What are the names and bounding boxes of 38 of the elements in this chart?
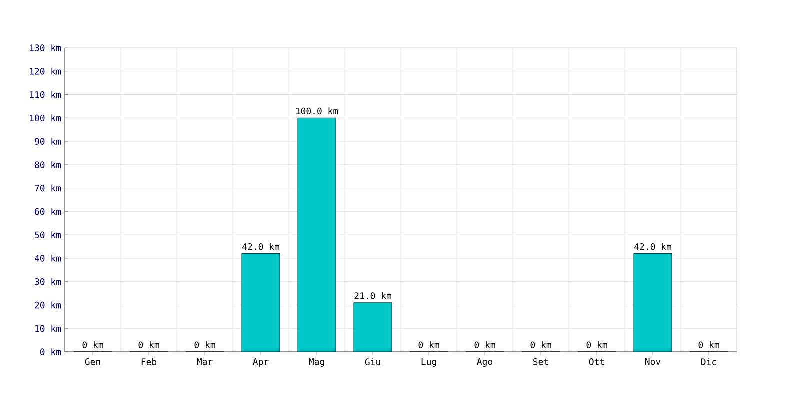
x-tick-label: Set (534, 358, 548, 366)
data-label: 100.0 km (296, 108, 338, 115)
x-tick-label: Lug (422, 358, 436, 367)
x-tick-label: Mar (197, 358, 213, 366)
x-tick-label: Ott (589, 358, 604, 366)
data-label: 21.0 km (354, 292, 392, 300)
x-tick-label: Apr (253, 358, 269, 367)
x-tick-label: Gen (85, 358, 100, 366)
x-tick-label: Feb (142, 358, 157, 366)
y-tick-label: 20 km (35, 302, 62, 309)
y-tick-label: 40 km (34, 254, 62, 262)
y-tick-label: 30 km (35, 278, 62, 286)
data-label: 0 km (698, 342, 720, 348)
y-tick-label: 130 km (30, 44, 62, 52)
data-label: 0 km (418, 342, 440, 348)
y-tick-label: 120 km (30, 68, 62, 75)
data-label: 0 km (474, 342, 496, 348)
y-tick-label: 80 km (35, 161, 62, 168)
y-tick-label: 10 km (36, 325, 62, 332)
data-label: 42.0 km (242, 243, 280, 250)
x-tick-label: Nov (646, 358, 661, 366)
data-label: 0 km (530, 342, 552, 348)
y-tick-label: 70 km (35, 184, 62, 192)
y-tick-label: 100 km (30, 114, 62, 122)
data-label: 0 km (586, 342, 608, 348)
y-tick-label: 110 km (30, 91, 62, 98)
data-label: 0 km (82, 342, 104, 348)
data-label: 0 km (138, 342, 160, 348)
data-label: 0 km (194, 342, 216, 348)
y-tick-label: 0 km (40, 348, 62, 356)
y-tick-label: 90 km (35, 138, 62, 146)
y-tick-label: 60 km (35, 208, 62, 216)
x-tick-label: Ago (477, 358, 493, 367)
y-tick-label: 50 km (35, 232, 62, 239)
data-label: 42.0 km (634, 243, 672, 250)
x-tick-label: Giu (365, 358, 380, 366)
x-tick-label: Mag (309, 358, 324, 367)
x-tick-label: Dic (702, 358, 716, 366)
